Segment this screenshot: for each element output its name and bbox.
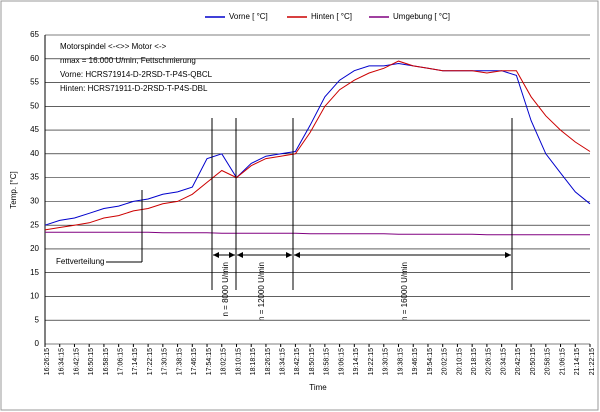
x-tick-label: 18:42:15 xyxy=(294,348,301,375)
x-tick-label: 16:58:15 xyxy=(103,348,110,375)
lines xyxy=(44,60,591,236)
x-tick-label: 20:26:15 xyxy=(486,348,493,375)
y-tick-label: 60 xyxy=(30,54,39,63)
x-tick-label: 18:26:15 xyxy=(265,348,272,375)
legend-label: Vorne [ °C] xyxy=(229,12,268,21)
x-tick-label: 16:42:15 xyxy=(73,348,80,375)
y-tick-label: 20 xyxy=(30,244,39,253)
y-tick-label: 25 xyxy=(30,220,39,229)
label-bg xyxy=(52,256,106,268)
x-tick-label: 21:06:15 xyxy=(559,348,566,375)
annotation: n = 12000 U/min xyxy=(257,262,266,321)
y-tick-label: 10 xyxy=(30,292,39,301)
x-tick-label: 20:42:15 xyxy=(515,348,522,375)
x-tick-label: 18:02:15 xyxy=(221,348,228,375)
annotation: Fettverteilung xyxy=(56,257,104,266)
y-tick-label: 40 xyxy=(30,149,39,158)
x-tick-label: 18:50:15 xyxy=(309,348,316,375)
y-axis-label: Temp. [°C] xyxy=(9,171,18,208)
grid: 0 5 10 15 20 25 30 35 40 45 50 55 60 65 16:26:15 16:34:… xyxy=(30,30,596,375)
x-tick-label: 19:54:15 xyxy=(427,348,434,375)
x-tick-label: 20:58:15 xyxy=(545,348,552,375)
x-tick-label: 16:50:15 xyxy=(88,348,95,375)
x-tick-label: 20:18:15 xyxy=(471,348,478,375)
annotation: n = 8000 U/min xyxy=(221,262,230,316)
x-tick-label: 19:38:15 xyxy=(397,348,404,375)
annotation: nmax = 16.000 U/min, Fettschmierung xyxy=(60,56,196,65)
x-tick-label: 17:30:15 xyxy=(162,348,169,375)
phase-lines xyxy=(106,118,513,290)
y-tick-label: 50 xyxy=(30,101,39,110)
legend-label: Umgebung [ °C] xyxy=(393,12,450,21)
annotation: n = 16000 U/min xyxy=(400,262,409,321)
y-tick-label: 55 xyxy=(30,78,39,87)
annotation: Vorne: HCRS71914-D-2RSD-T-P4S-QBCL xyxy=(60,70,213,79)
x-tick-label: 19:22:15 xyxy=(368,348,375,375)
x-tick-label: 17:22:15 xyxy=(147,348,154,375)
x-tick-label: 20:50:15 xyxy=(530,348,537,375)
x-tick-label: 21:22:15 xyxy=(589,348,596,375)
x-tick-label: 17:46:15 xyxy=(191,348,198,375)
y-tick-label: 65 xyxy=(30,30,39,39)
x-tick-label: 20:02:15 xyxy=(442,348,449,375)
x-tick-label: 19:46:15 xyxy=(412,348,419,375)
series-line xyxy=(44,60,591,231)
x-tick-label: 19:14:15 xyxy=(353,348,360,375)
y-tick-label: 15 xyxy=(30,268,39,277)
y-tick-label: 0 xyxy=(35,339,40,348)
x-tick-label: 18:18:15 xyxy=(250,348,257,375)
x-tick-label: 16:26:15 xyxy=(44,348,51,375)
y-tick-label: 5 xyxy=(35,315,40,324)
x-tick-label: 20:34:15 xyxy=(500,348,507,375)
x-tick-label: 17:06:15 xyxy=(117,348,124,375)
x-tick-label: 18:58:15 xyxy=(324,348,331,375)
y-tick-label: 35 xyxy=(30,173,39,182)
x-axis-label: Time xyxy=(309,383,327,392)
x-tick-label: 19:30:15 xyxy=(383,348,390,375)
y-tick-label: 45 xyxy=(30,125,39,134)
x-tick-label: 17:54:15 xyxy=(206,348,213,375)
x-tick-label: 17:38:15 xyxy=(176,348,183,375)
x-tick-label: 19:06:15 xyxy=(338,348,345,375)
x-tick-label: 21:14:15 xyxy=(574,348,581,375)
legend-label: Hinten [ °C] xyxy=(311,12,352,21)
y-tick-label: 30 xyxy=(30,196,39,205)
x-tick-label: 18:10:15 xyxy=(235,348,242,375)
annotation: Motorspindel <-<>> Motor <-> xyxy=(60,42,167,51)
series-line xyxy=(45,231,590,236)
x-tick-label: 17:14:15 xyxy=(132,348,139,375)
x-tick-label: 16:34:15 xyxy=(59,348,66,375)
x-tick-label: 20:10:15 xyxy=(456,348,463,375)
annotation: Hinten: HCRS71911-D-2RSD-T-P4S-DBL xyxy=(60,84,208,93)
legend: Vorne [ °C] Hinten [ °C] Umgebung [ °C] xyxy=(205,12,450,21)
x-tick-label: 18:34:15 xyxy=(280,348,287,375)
